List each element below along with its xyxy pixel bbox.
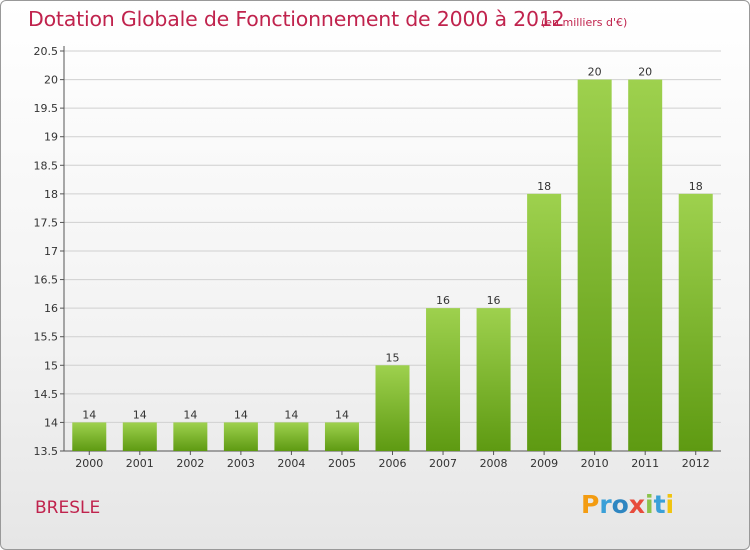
bar (223, 422, 258, 451)
y-tick-label: 19.5 (34, 102, 59, 115)
data-label: 14 (335, 408, 349, 421)
bar (324, 422, 359, 451)
data-label: 18 (689, 180, 703, 193)
y-tick-label: 13.5 (34, 445, 59, 458)
proxiti-logo[interactable]: Proxiti (581, 490, 674, 519)
x-tick-label: 2003 (227, 457, 255, 470)
bars (72, 79, 713, 452)
data-label: 14 (234, 408, 248, 421)
x-tick-label: 2000 (75, 457, 103, 470)
bar (72, 422, 107, 451)
bar (678, 193, 713, 451)
data-label: 16 (436, 294, 450, 307)
logo-letter: i (665, 490, 675, 519)
data-label: 14 (133, 408, 147, 421)
y-tick-label: 18 (44, 188, 58, 201)
bar (426, 308, 461, 451)
y-tick-label: 16.5 (34, 274, 59, 287)
y-tick-label: 19 (44, 131, 58, 144)
y-tick-label: 17.5 (34, 216, 59, 229)
x-tick-label: 2002 (176, 457, 204, 470)
data-labels: 14 14 14 14 14 14 15 16 16 18 20 20 18 (82, 66, 702, 422)
x-tick-label: 2006 (379, 457, 407, 470)
logo-letter: r (599, 490, 612, 519)
y-tick-label: 15.5 (34, 331, 59, 344)
y-tick-label: 15 (44, 359, 58, 372)
y-tick-label: 18.5 (34, 159, 59, 172)
x-tick-label: 2011 (631, 457, 659, 470)
logo-letter: P (581, 490, 600, 519)
x-tick-label: 2005 (328, 457, 356, 470)
bar (628, 79, 663, 452)
bar (577, 79, 612, 452)
data-label: 20 (638, 66, 652, 79)
logo-letter: t (653, 490, 666, 519)
x-tick-label: 2004 (277, 457, 305, 470)
bar (375, 365, 410, 451)
x-tick-label: 2001 (126, 457, 154, 470)
y-tick-label: 17 (44, 245, 58, 258)
data-label: 16 (487, 294, 501, 307)
bar (122, 422, 157, 451)
x-tick-label: 2008 (480, 457, 508, 470)
bar (476, 308, 511, 451)
bar (173, 422, 208, 451)
chart-subtitle: (en milliers d'€) (541, 16, 628, 29)
data-label: 15 (386, 351, 400, 364)
chart-title: Dotation Globale de Fonctionnement de 20… (28, 7, 565, 31)
x-tick-label: 2010 (581, 457, 609, 470)
bar (527, 193, 562, 451)
data-label: 20 (588, 66, 602, 79)
town-name: BRESLE (35, 498, 101, 518)
y-tick-label: 16 (44, 302, 58, 315)
y-tick-label: 20 (44, 74, 58, 87)
data-label: 14 (284, 408, 298, 421)
logo-letter: x (628, 490, 645, 519)
y-tick-label: 14.5 (34, 388, 59, 401)
logo-letter: i (645, 490, 654, 519)
bar (274, 422, 309, 451)
y-tick-label: 14 (44, 416, 58, 429)
data-label: 18 (537, 180, 551, 193)
x-tick-label: 2009 (530, 457, 558, 470)
x-tick-label: 2012 (682, 457, 710, 470)
y-tick-label: 20.5 (34, 45, 59, 58)
x-tick-label: 2007 (429, 457, 457, 470)
logo-letter: o (611, 490, 629, 519)
data-label: 14 (183, 408, 197, 421)
data-label: 14 (82, 408, 96, 421)
